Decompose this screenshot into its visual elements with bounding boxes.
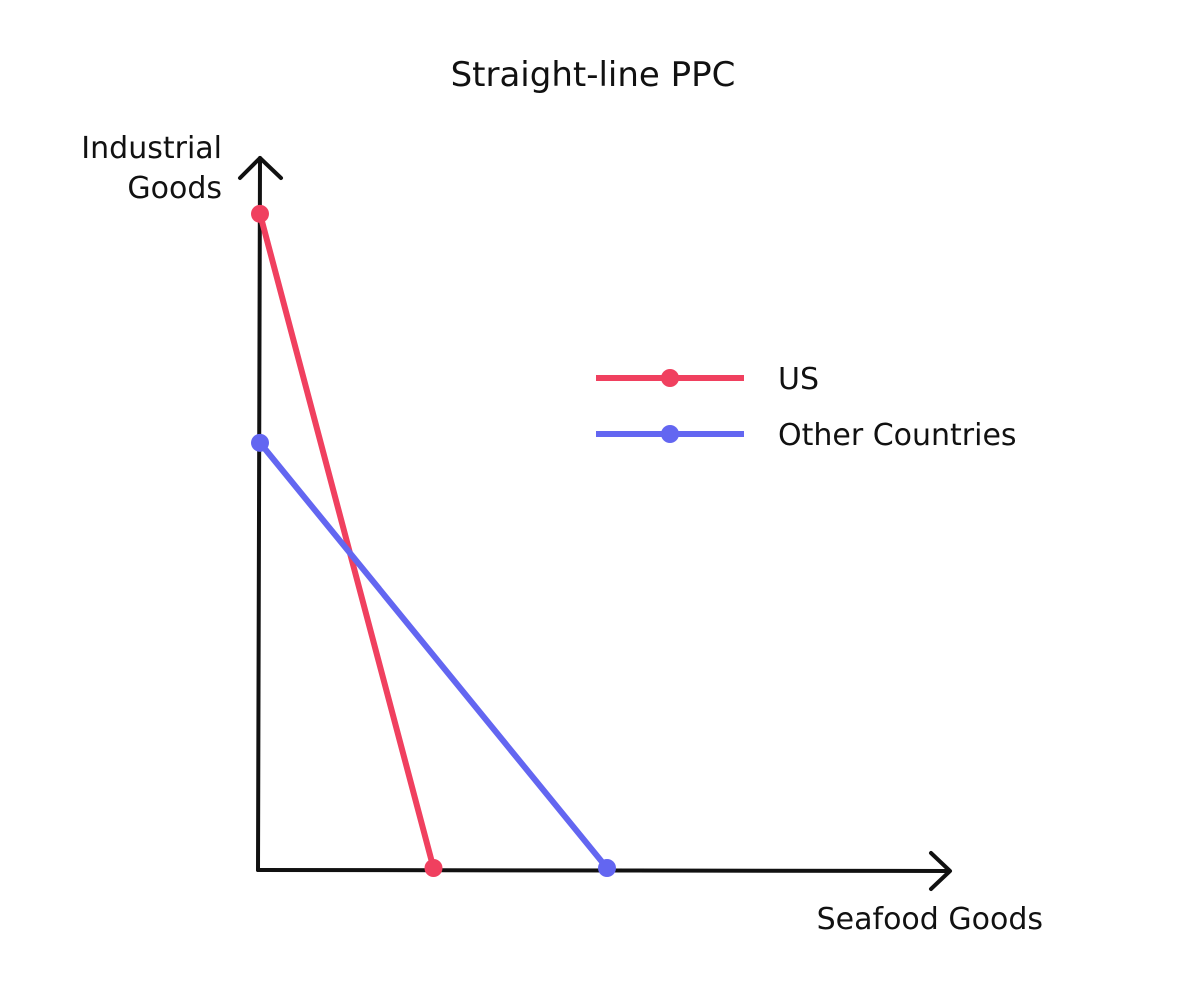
series-line-other-countries bbox=[257, 439, 610, 871]
axes bbox=[238, 156, 952, 891]
legend-label-other-countries: Other Countries bbox=[778, 418, 1017, 453]
data-point-us-0 bbox=[251, 204, 269, 223]
y-axis-arrowhead bbox=[238, 156, 283, 180]
series-layer bbox=[251, 204, 616, 877]
x-axis-arrowhead bbox=[929, 851, 952, 891]
legend-marker-us bbox=[661, 369, 679, 387]
data-point-us-1 bbox=[424, 859, 443, 877]
series-line-us bbox=[257, 210, 437, 871]
x-axis-label: Seafood Goods bbox=[817, 902, 1043, 937]
data-point-other-countries-1 bbox=[598, 859, 616, 877]
y-axis-line bbox=[256, 156, 262, 872]
legend-marker-other-countries bbox=[661, 425, 679, 443]
legend: US Other Countries bbox=[596, 362, 1017, 453]
data-point-other-countries-0 bbox=[251, 433, 269, 452]
legend-label-us: US bbox=[778, 362, 819, 397]
y-axis-label-line-1: Industrial bbox=[81, 131, 222, 166]
chart-title: Straight-line PPC bbox=[451, 55, 736, 95]
y-axis-label-line-2: Goods bbox=[127, 171, 222, 206]
